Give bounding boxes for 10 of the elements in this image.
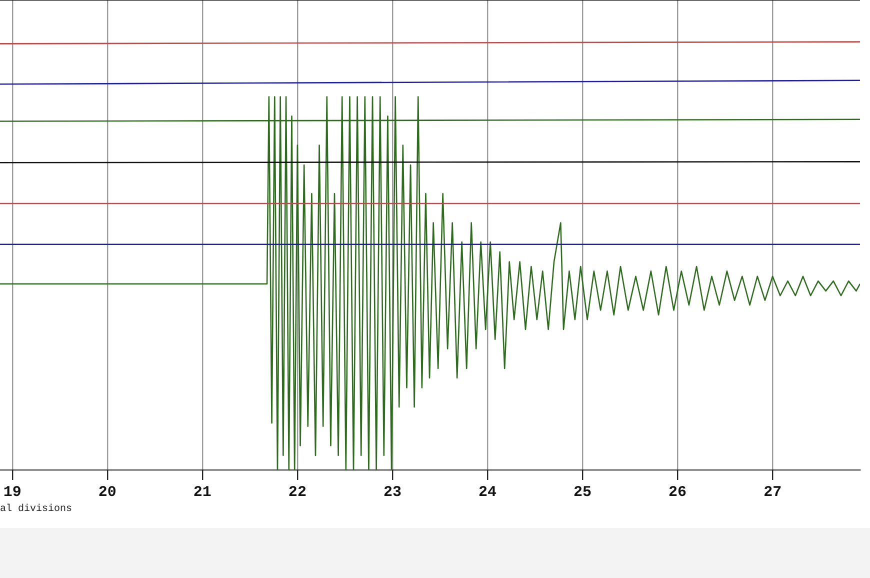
- x-tick-label: 27: [764, 484, 782, 501]
- x-tick-label: 25: [574, 484, 592, 501]
- x-tick-label: 19: [3, 484, 22, 501]
- x-tick-label: 21: [193, 484, 212, 501]
- x-tick-label: 23: [383, 484, 402, 501]
- x-tick-label: 22: [288, 484, 306, 501]
- x-tick-label: 24: [478, 484, 496, 501]
- text: al divisions: [0, 504, 72, 515]
- x-tick-label: 26: [668, 484, 687, 501]
- x-tick-label: 20: [98, 484, 116, 501]
